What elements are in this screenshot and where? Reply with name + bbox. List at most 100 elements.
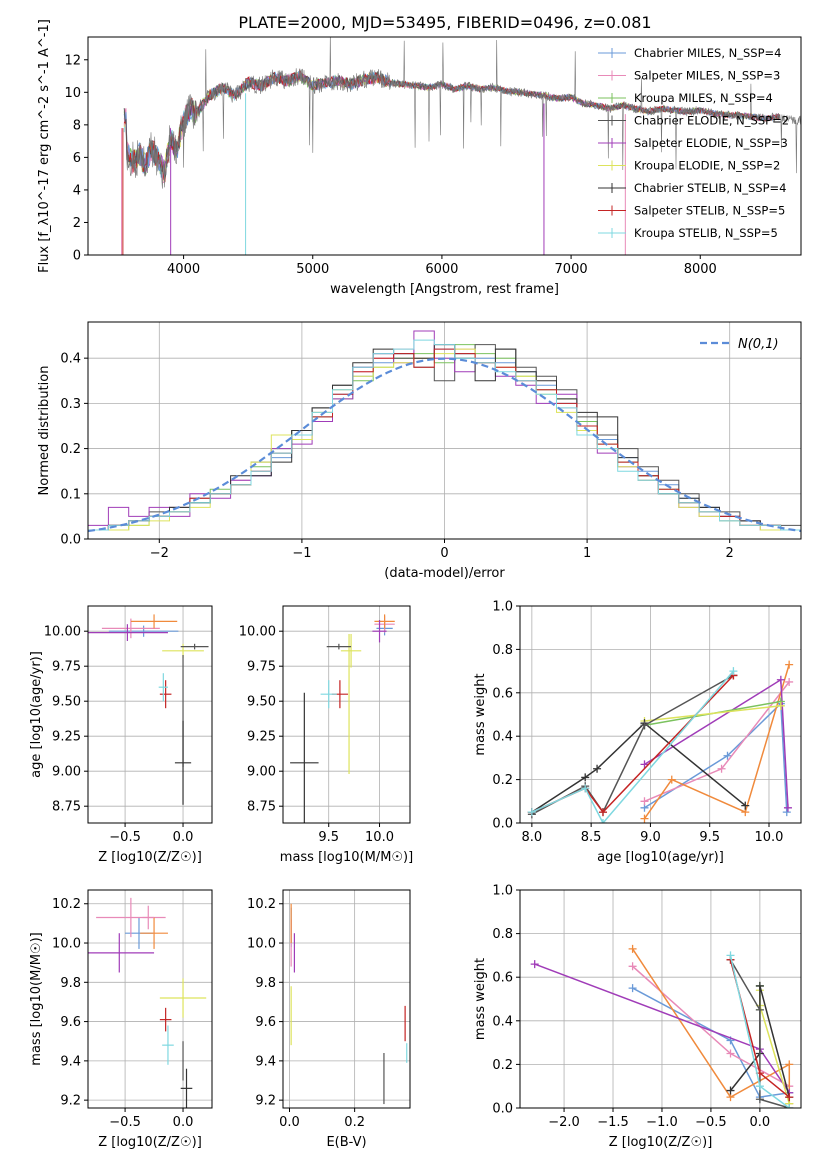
x-tick-label: −1.0 xyxy=(646,1115,678,1130)
x-tick-label: 0.2 xyxy=(344,1115,365,1130)
y-axis-label: age [log10(age/yr)] xyxy=(29,651,44,778)
residuals-panel: −2 −1 0 1 2 0.0 0.1 0.2 0.3 0.4 (data-model)/error… xyxy=(37,321,802,581)
x-axis-label: (data-model)/error xyxy=(384,566,505,581)
axes-frame xyxy=(87,889,213,1109)
y-tick-label: 9.75 xyxy=(247,660,276,675)
error-bar-point xyxy=(88,624,168,641)
legend-label: Chabrier STELIB, N_SSP=4 xyxy=(634,181,786,195)
error-bar-point xyxy=(108,625,179,637)
weight-point-marker xyxy=(667,775,676,784)
y-tick-label: 9.8 xyxy=(60,976,81,991)
error-bar-point xyxy=(374,614,395,629)
weight-point-marker xyxy=(726,1086,735,1095)
y-tick-label: 0.0 xyxy=(492,1102,513,1117)
x-tick-label: −1 xyxy=(292,546,311,561)
weight-vs-metallicity-panel: −2.0 −1.5 −1.0 −0.5 0.0 0.0 0.2 0.4 0.6 0.8 1.0 Z [… xyxy=(473,884,802,1150)
y-tick-label: 0.8 xyxy=(492,927,513,942)
y-tick-label: 0.4 xyxy=(492,1014,513,1029)
x-tick-label: 8.5 xyxy=(581,830,602,845)
legend-label: Salpeter MILES, N_SSP=3 xyxy=(634,69,780,83)
y-tick-label: 0.8 xyxy=(492,643,513,658)
y-tick-label: 0.6 xyxy=(492,971,513,986)
legend-label: Salpeter ELODIE, N_SSP=3 xyxy=(634,136,788,150)
error-bar-point xyxy=(372,620,387,643)
weight-point-marker xyxy=(640,721,649,730)
normal-curve xyxy=(88,357,801,533)
x-tick-label: 0.0 xyxy=(279,1115,300,1130)
x-tick-label: 0 xyxy=(440,546,448,561)
x-tick-label: −0.5 xyxy=(109,830,141,845)
age-vs-mass-panel: 9.5 10.0 8.75 9.00 9.25 9.50 9.75 10.00 mass [lo… xyxy=(239,605,413,865)
weight-point-marker xyxy=(640,760,649,769)
mass-vs-extinction-panel: 0.0 0.2 9.2 9.4 9.6 9.8 10.0 10.2 E(B-V) xyxy=(247,889,411,1150)
plot-area xyxy=(88,330,801,533)
y-tick-label: 0.0 xyxy=(60,533,81,548)
y-tick-label: 9.6 xyxy=(60,1015,81,1030)
x-tick-label: −0.5 xyxy=(695,1115,727,1130)
legend-label: Chabrier MILES, N_SSP=4 xyxy=(634,46,781,60)
y-tick-label: 10.2 xyxy=(247,897,276,912)
y-tick-label: 0.4 xyxy=(60,352,81,367)
legend-label: Kroupa ELODIE, N_SSP=2 xyxy=(634,159,780,173)
x-axis-label: mass [log10(M/M☉)] xyxy=(280,850,413,865)
error-bar-point xyxy=(130,614,178,629)
x-axis-label: Z [log10(Z/Z☉)] xyxy=(609,1135,713,1150)
weight-series-line xyxy=(643,664,790,820)
weight-point-marker xyxy=(726,1049,735,1058)
weight-point-marker xyxy=(530,960,539,969)
weight-point-marker xyxy=(726,951,735,960)
y-axis-label: Flux [f_λ10^-17 erg cm^-2 s^-1 A^-1] xyxy=(37,19,52,273)
weight-series-line xyxy=(729,959,790,1108)
x-tick-label: 0.0 xyxy=(750,1115,771,1130)
x-tick-label: 8000 xyxy=(684,262,717,277)
y-tick-label: 9.50 xyxy=(52,695,81,710)
plot-area xyxy=(290,903,408,1105)
y-tick-label: 10.0 xyxy=(247,937,276,952)
y-tick-label: 9.2 xyxy=(60,1094,81,1109)
error-bar-point xyxy=(180,1068,193,1108)
x-tick-label: 10.0 xyxy=(755,830,784,845)
y-tick-label: 2 xyxy=(73,216,81,231)
y-tick-label: 9.00 xyxy=(247,765,276,780)
x-tick-label: 0.0 xyxy=(173,830,194,845)
error-bar-point xyxy=(159,978,207,1018)
legend-label: Salpeter STELIB, N_SSP=5 xyxy=(634,204,785,218)
y-tick-label: 0.1 xyxy=(60,487,81,502)
error-bar-point xyxy=(162,1025,174,1065)
error-bar-point xyxy=(142,905,155,930)
weight-point-marker xyxy=(776,701,785,710)
y-tick-label: 10.0 xyxy=(52,937,81,952)
y-tick-label: 10.2 xyxy=(52,897,81,912)
y-tick-label: 9.25 xyxy=(52,730,81,745)
x-tick-label: 10.0 xyxy=(365,830,394,845)
weight-point-marker xyxy=(527,808,536,817)
weight-point-marker xyxy=(755,981,764,990)
axes-frame xyxy=(282,889,411,1109)
error-bar-point xyxy=(340,634,362,668)
weight-point-marker xyxy=(723,751,732,760)
x-axis-label: Z [log10(Z/Z☉)] xyxy=(98,850,202,865)
x-tick-label: 9.0 xyxy=(640,830,661,845)
y-tick-label: 8.75 xyxy=(52,800,81,815)
y-tick-label: 9.2 xyxy=(255,1094,276,1109)
error-bar-point xyxy=(158,673,168,702)
weight-point-marker xyxy=(755,1095,764,1104)
y-tick-label: 9.50 xyxy=(247,695,276,710)
y-tick-label: 0.2 xyxy=(492,773,513,788)
weight-point-marker xyxy=(785,1093,794,1102)
x-tick-label: 7000 xyxy=(555,262,588,277)
weight-point-marker xyxy=(640,814,649,823)
weight-point-marker xyxy=(581,773,590,782)
weight-point-marker xyxy=(785,660,794,669)
y-tick-label: 9.4 xyxy=(255,1054,276,1069)
y-tick-label: 8.75 xyxy=(247,800,276,815)
y-tick-label: 9.8 xyxy=(255,976,276,991)
error-bar-point xyxy=(174,720,192,805)
y-tick-label: 9.4 xyxy=(60,1054,81,1069)
x-tick-label: 1 xyxy=(583,546,591,561)
error-bar-point xyxy=(159,680,172,709)
weight-series-line xyxy=(759,990,791,1104)
y-tick-label: 0.2 xyxy=(492,1058,513,1073)
error-bar-point xyxy=(140,917,168,949)
